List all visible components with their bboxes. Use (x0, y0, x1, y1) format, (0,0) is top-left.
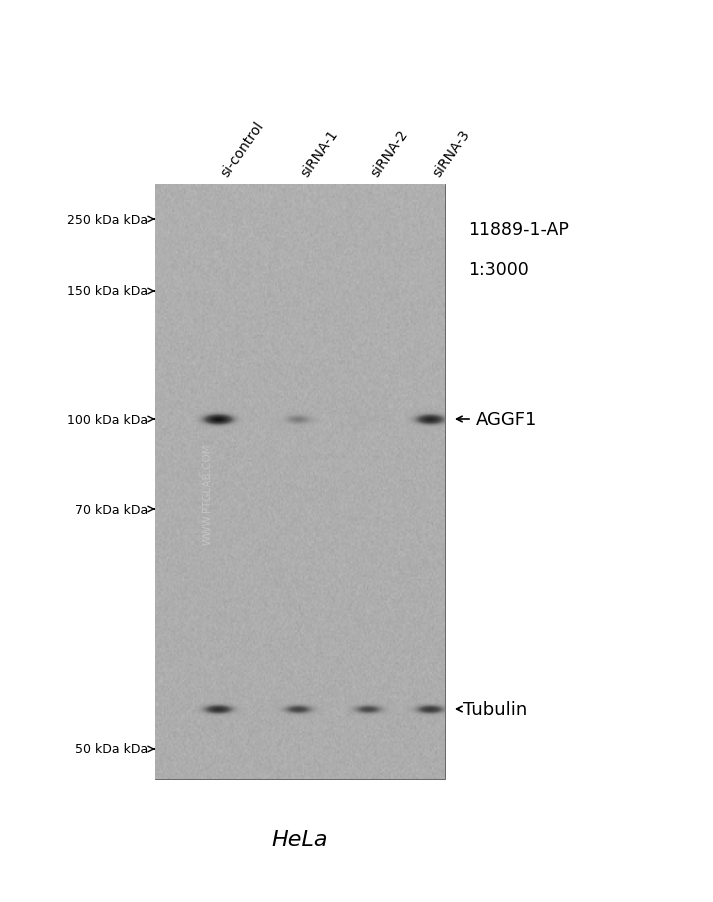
Text: 1:3000: 1:3000 (468, 261, 529, 279)
Text: 70 kDa kDa: 70 kDa kDa (75, 503, 148, 516)
Text: siRNA-2: siRNA-2 (368, 128, 411, 179)
Text: HeLa: HeLa (272, 829, 328, 849)
Text: WWW.PTGLAB.COM: WWW.PTGLAB.COM (202, 443, 212, 545)
Text: si-control: si-control (218, 119, 266, 179)
Text: 100 kDa kDa: 100 kDa kDa (67, 413, 148, 426)
Text: siRNA-1: siRNA-1 (298, 127, 340, 179)
Text: 11889-1-AP: 11889-1-AP (468, 221, 569, 239)
Text: 50 kDa kDa: 50 kDa kDa (75, 742, 148, 756)
Text: AGGF1: AGGF1 (476, 410, 537, 428)
Text: 150 kDa kDa: 150 kDa kDa (67, 285, 148, 299)
Text: 250 kDa kDa: 250 kDa kDa (67, 213, 148, 226)
Text: siRNA-3: siRNA-3 (430, 128, 473, 179)
Text: Tubulin: Tubulin (463, 700, 528, 718)
FancyBboxPatch shape (155, 185, 445, 779)
